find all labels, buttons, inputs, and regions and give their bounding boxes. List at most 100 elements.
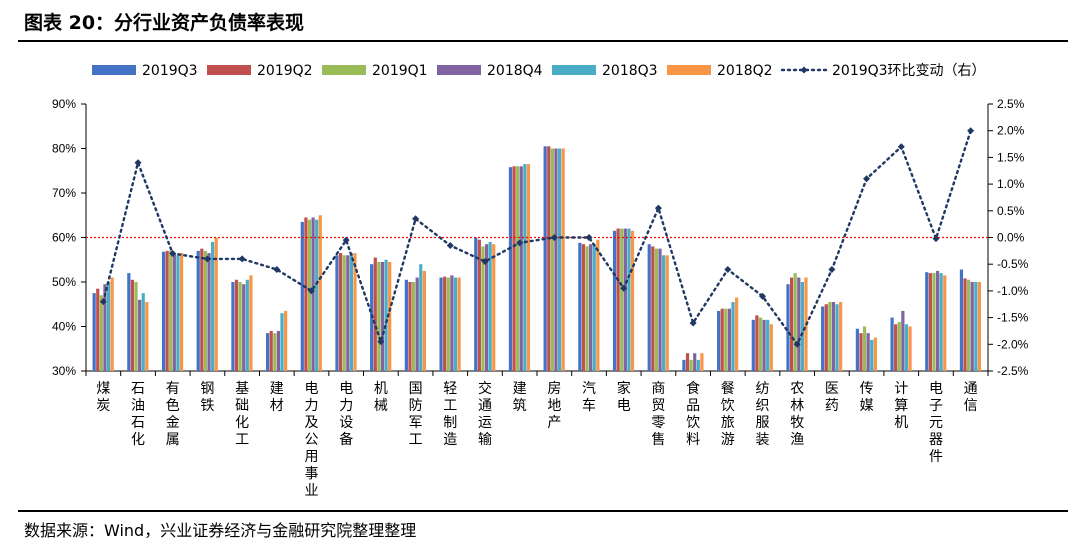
bar bbox=[92, 293, 96, 372]
bar bbox=[959, 269, 964, 371]
bar bbox=[831, 302, 836, 371]
bar bbox=[415, 277, 419, 371]
bar bbox=[731, 302, 735, 371]
bar bbox=[388, 261, 392, 371]
bar bbox=[512, 166, 516, 371]
category-label: 食品饮料 bbox=[686, 380, 700, 448]
bar bbox=[179, 253, 184, 371]
chart-legend: 2019Q3 2019Q2 2019Q1 2018Q4 2018Q3 2018Q2 2019… bbox=[92, 63, 986, 79]
y-right-tick-label: 2.0% bbox=[997, 124, 1025, 138]
y-left-tick-label: 30% bbox=[52, 364, 76, 378]
category-label: 建材 bbox=[270, 381, 284, 414]
bar bbox=[866, 333, 870, 371]
bar bbox=[384, 259, 388, 371]
bar bbox=[422, 270, 426, 372]
bar bbox=[411, 282, 416, 371]
bar bbox=[585, 246, 589, 371]
y-right-tick-label: 1.5% bbox=[997, 150, 1025, 164]
bar bbox=[349, 253, 353, 371]
qoq-point bbox=[932, 235, 940, 243]
bar bbox=[720, 308, 724, 371]
bar bbox=[835, 304, 839, 371]
legend-label: 2018Q2 bbox=[717, 63, 773, 79]
y-left-tick-label: 40% bbox=[52, 320, 76, 334]
bar bbox=[693, 353, 697, 371]
bar bbox=[578, 242, 582, 371]
bar bbox=[99, 295, 103, 371]
bar bbox=[318, 215, 322, 371]
category-label: 农林牧渔 bbox=[790, 381, 804, 448]
legend-swatch bbox=[322, 65, 366, 75]
qoq-point bbox=[793, 340, 801, 348]
bar bbox=[735, 297, 739, 371]
y-right-tick-label: -2.5% bbox=[997, 364, 1029, 378]
legend-swatch bbox=[207, 65, 251, 75]
bar bbox=[647, 244, 651, 371]
bar bbox=[138, 299, 142, 371]
bar bbox=[134, 282, 138, 371]
bar bbox=[373, 257, 377, 371]
qoq-point bbox=[342, 236, 350, 244]
bar bbox=[665, 255, 669, 371]
title-divider bbox=[18, 40, 1068, 42]
bar bbox=[658, 248, 662, 372]
category-label: 交通运输 bbox=[478, 380, 492, 448]
category-label: 通信 bbox=[964, 381, 978, 414]
legend-label: 2019Q3 bbox=[142, 63, 198, 79]
bar bbox=[859, 333, 863, 371]
bar bbox=[342, 255, 346, 371]
category-labels: 煤炭 石油石化 有色金属 钢铁 基础化工 建材 电力及公用事业 电力设备 机械 国防军工 轻工制造 交… bbox=[96, 380, 977, 499]
bar bbox=[797, 277, 801, 371]
legend-swatch bbox=[92, 65, 136, 75]
bar bbox=[630, 230, 635, 371]
legend-label: 2019Q3环比变动（右） bbox=[832, 63, 986, 79]
bar bbox=[172, 253, 176, 371]
bar bbox=[897, 322, 901, 371]
category-label: 房地产 bbox=[547, 381, 561, 431]
bar bbox=[928, 273, 932, 371]
bar bbox=[161, 251, 166, 371]
bar bbox=[439, 277, 443, 371]
legend-swatch bbox=[552, 65, 596, 75]
qoq-point bbox=[689, 319, 697, 327]
category-label: 钢铁 bbox=[200, 381, 214, 414]
bar bbox=[727, 308, 732, 371]
qoq-point bbox=[654, 204, 662, 212]
category-label: 家电 bbox=[617, 380, 631, 414]
y-right-tick-label: -1.5% bbox=[997, 311, 1029, 325]
bar bbox=[700, 353, 704, 371]
category-label: 纺织服装 bbox=[756, 381, 770, 448]
qoq-point bbox=[203, 255, 211, 263]
bar bbox=[682, 359, 686, 372]
y-right-tick-label: 0.5% bbox=[997, 204, 1025, 218]
bar bbox=[970, 282, 974, 371]
bar bbox=[266, 333, 270, 371]
bar bbox=[453, 277, 458, 371]
y-left-tick-label: 90% bbox=[52, 97, 76, 111]
category-label: 医药 bbox=[825, 381, 839, 414]
page-title: 图表 20：分行业资产负债率表现 bbox=[24, 12, 305, 34]
qoq-point bbox=[897, 143, 905, 151]
bar bbox=[446, 277, 450, 371]
bar bbox=[474, 237, 478, 371]
category-label: 煤炭 bbox=[96, 381, 110, 414]
bar bbox=[110, 277, 114, 371]
y-right-tick-label: 1.0% bbox=[997, 177, 1025, 191]
bar bbox=[557, 148, 562, 371]
bar bbox=[408, 282, 412, 371]
y-left-tick-label: 50% bbox=[52, 275, 76, 289]
bar bbox=[662, 255, 666, 371]
bar bbox=[488, 241, 492, 371]
bar bbox=[821, 306, 825, 371]
bar bbox=[620, 228, 624, 371]
bar bbox=[839, 302, 843, 371]
qoq-point bbox=[99, 298, 107, 306]
y-right-tick-label: -2.0% bbox=[997, 337, 1029, 351]
qoq-point bbox=[516, 239, 524, 247]
bar bbox=[526, 164, 531, 371]
bar bbox=[554, 148, 558, 371]
bar bbox=[758, 317, 763, 371]
bar bbox=[196, 250, 200, 371]
bar bbox=[685, 353, 690, 371]
qoq-point bbox=[377, 338, 385, 346]
